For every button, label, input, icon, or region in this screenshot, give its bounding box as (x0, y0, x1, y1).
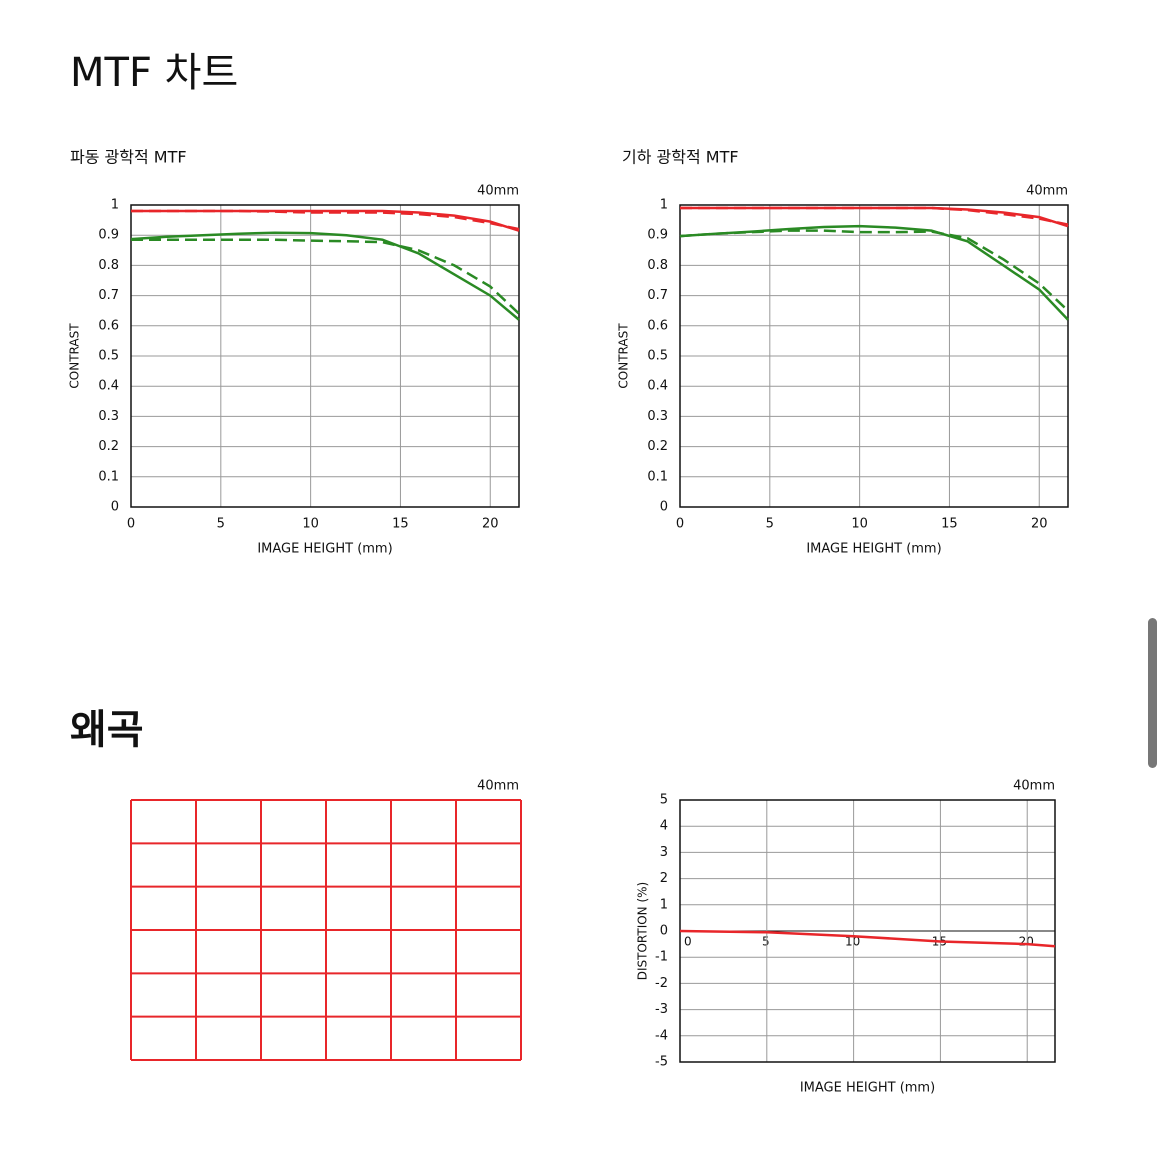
data-line (131, 238, 520, 315)
plot-frame (679, 204, 1069, 508)
heading: 왜곡 (70, 707, 144, 753)
x-axis-label: IMAGE HEIGHT (mm) (806, 542, 941, 557)
y-tick-label: 1 (111, 198, 119, 213)
y-tick-label: 0.3 (98, 409, 119, 424)
y-tick-label: 4 (660, 819, 668, 834)
y-tick-label: 0.3 (647, 409, 668, 424)
y-tick-label: 0 (660, 500, 668, 515)
y-tick-label: 5 (660, 793, 668, 808)
x-tick-label: 0 (684, 935, 692, 949)
y-tick-label: 1 (660, 897, 668, 912)
data-line (130, 231, 520, 321)
x-axis-label: IMAGE HEIGHT (mm) (800, 1081, 935, 1096)
data-line (680, 206, 1069, 226)
x-tick-label: 5 (217, 517, 225, 532)
y-tick-label: 0.4 (98, 379, 119, 394)
y-tick-label: 0.6 (98, 318, 119, 333)
y-tick-label: 0.9 (98, 228, 119, 243)
y-tick-label: 0.1 (98, 469, 119, 484)
x-tick-label: 20 (482, 517, 499, 532)
heading: MTF 차트 (70, 50, 238, 96)
y-axis-label: DISTORTION (%) (636, 882, 650, 981)
x-tick-label: 0 (676, 517, 684, 532)
y-tick-label: 0.8 (98, 258, 119, 273)
y-tick-label: -3 (655, 1002, 668, 1017)
data-line (679, 929, 1056, 948)
y-tick-label: -5 (655, 1055, 668, 1070)
y-axis-label: CONTRAST (617, 323, 631, 389)
y-tick-label: 0 (660, 924, 668, 939)
annotation: 40mm (1026, 184, 1068, 199)
y-tick-label: 0.7 (98, 288, 119, 303)
x-tick-label: 10 (302, 517, 319, 532)
y-tick-label: 0.4 (647, 379, 668, 394)
y-tick-label: 0.9 (647, 228, 668, 243)
y-tick-label: -4 (655, 1028, 668, 1043)
x-tick-label: 10 (845, 935, 860, 949)
y-tick-label: -2 (655, 976, 668, 991)
y-tick-label: 0.6 (647, 318, 668, 333)
y-axis-label: CONTRAST (68, 323, 82, 389)
y-tick-label: 0.5 (647, 349, 668, 364)
data-line (131, 209, 520, 232)
scrollbar[interactable] (1148, 618, 1157, 768)
data-line (680, 206, 1069, 228)
plot-frame (130, 204, 520, 508)
x-tick-label: 0 (127, 517, 135, 532)
annotation: 40mm (1013, 779, 1055, 794)
y-tick-label: 0 (111, 500, 119, 515)
x-tick-label: 10 (851, 517, 868, 532)
y-tick-label: 0.1 (647, 469, 668, 484)
x-tick-label: 5 (766, 517, 774, 532)
y-tick-label: 0.7 (647, 288, 668, 303)
annotation: 40mm (477, 184, 519, 199)
x-tick-label: 5 (762, 935, 770, 949)
y-tick-label: 3 (660, 845, 668, 860)
y-tick-label: -1 (655, 950, 668, 965)
y-tick-label: 0.5 (98, 349, 119, 364)
subtitle: 파동 광학적 MTF (70, 148, 187, 167)
data-line (679, 229, 1069, 312)
x-tick-label: 15 (392, 517, 409, 532)
subtitle: 기하 광학적 MTF (622, 148, 739, 167)
data-line (679, 224, 1069, 321)
x-tick-label: 20 (1031, 517, 1048, 532)
annotation: 40mm (477, 779, 519, 794)
data-line (131, 209, 520, 231)
y-tick-label: 0.2 (98, 439, 119, 454)
y-tick-label: 0.8 (647, 258, 668, 273)
x-tick-label: 20 (1019, 935, 1034, 949)
y-tick-label: 0.2 (647, 439, 668, 454)
y-tick-label: 1 (660, 198, 668, 213)
x-tick-label: 15 (941, 517, 958, 532)
y-tick-label: 2 (660, 871, 668, 886)
x-axis-label: IMAGE HEIGHT (mm) (257, 542, 392, 557)
